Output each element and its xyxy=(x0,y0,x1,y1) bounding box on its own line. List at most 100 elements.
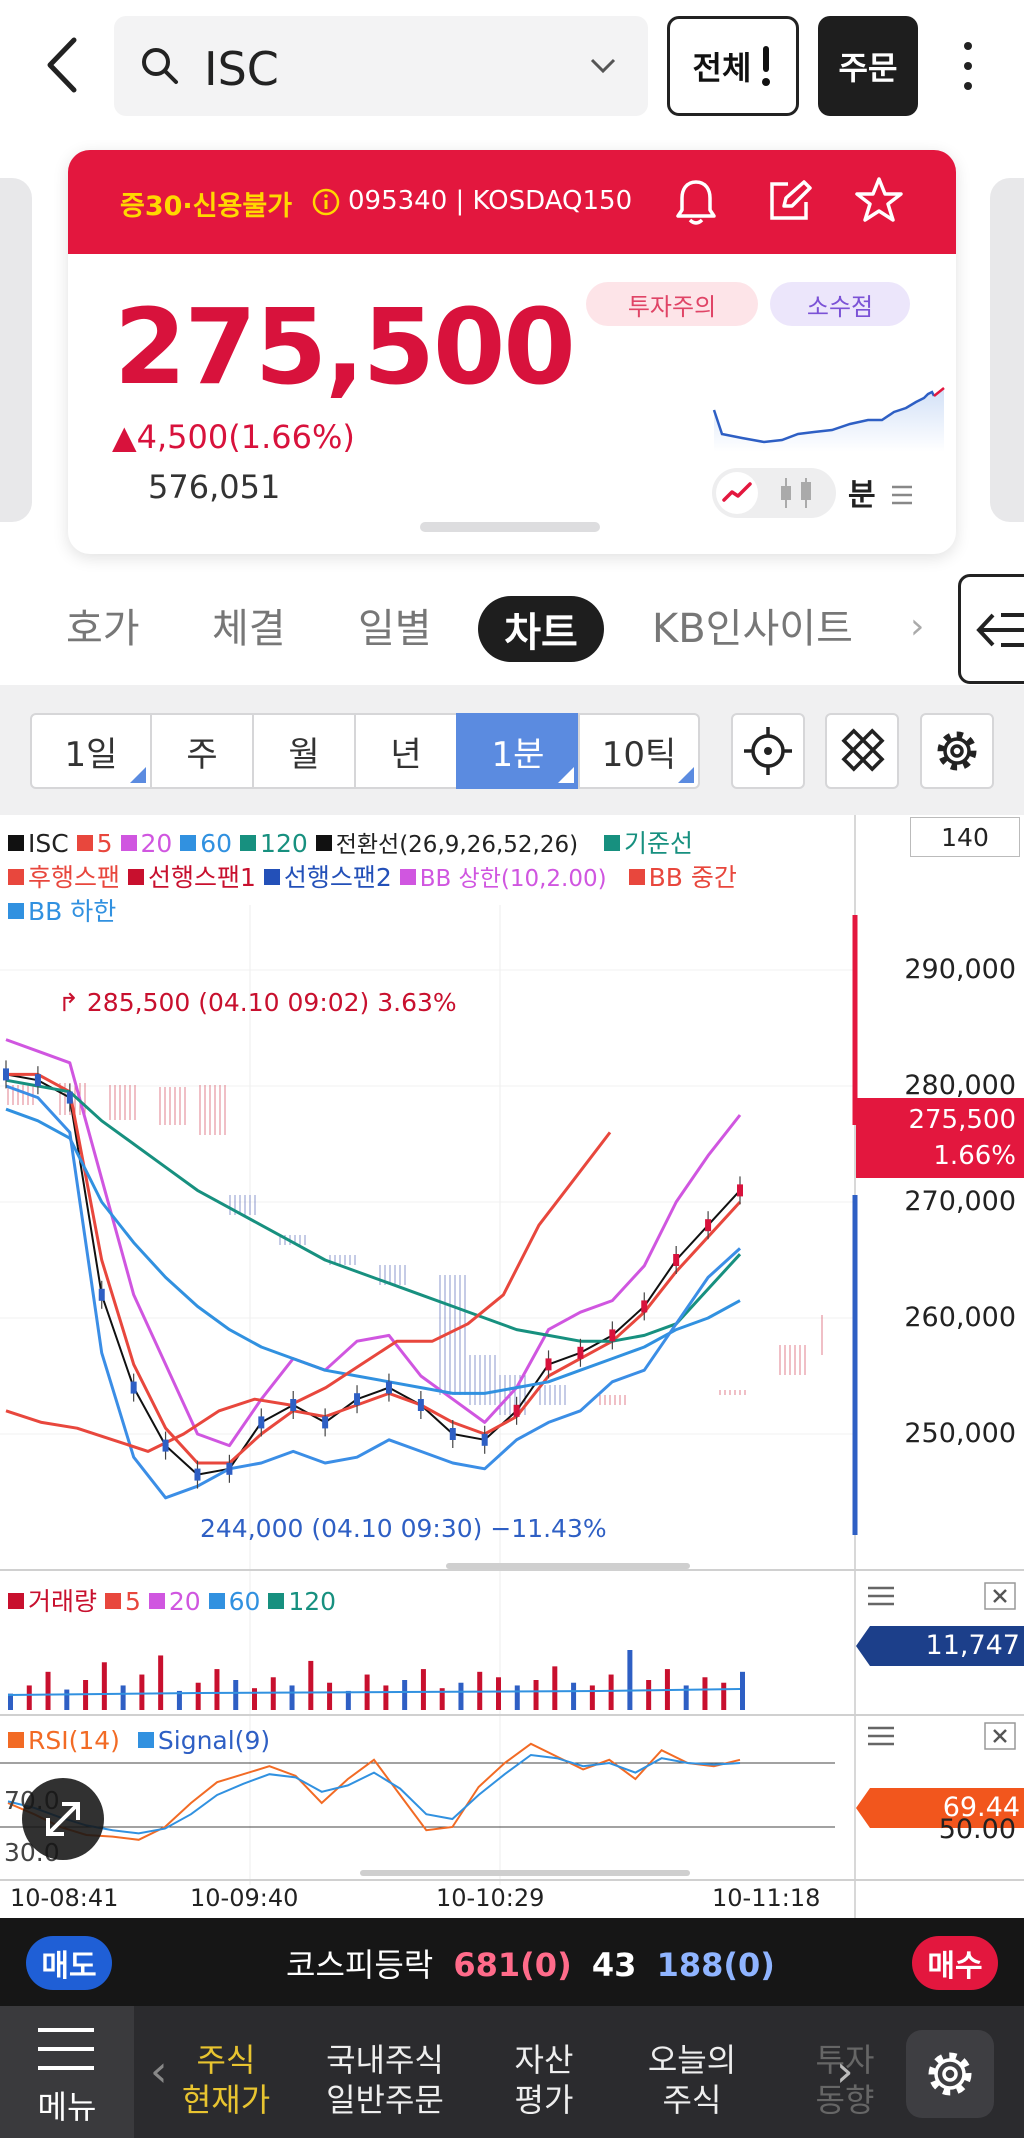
candle-body-5 xyxy=(162,1439,169,1452)
card-header: 증30·신용불가 095340 | KOSDAQ150 xyxy=(68,150,956,254)
period-10tick[interactable]: 10틱 xyxy=(578,713,700,789)
line-chart-option[interactable] xyxy=(716,472,758,514)
fullscreen-button[interactable] xyxy=(22,1778,104,1860)
legend-conversion: 전환선(26,9,26,52,26) xyxy=(315,832,578,858)
volume-bar-5 xyxy=(101,1662,107,1710)
card-handle[interactable] xyxy=(420,522,600,532)
star-icon[interactable] xyxy=(854,176,904,224)
crosshair-icon xyxy=(744,727,792,775)
tab-executions[interactable]: 체결 xyxy=(212,606,286,652)
chevron-down-icon[interactable] xyxy=(588,56,618,76)
volume-bar-8 xyxy=(158,1655,164,1710)
crosshair-button[interactable] xyxy=(731,713,805,789)
nav-settings-button[interactable] xyxy=(906,2030,994,2118)
axis-top-value[interactable]: 140 xyxy=(910,817,1020,857)
volume-bar-18 xyxy=(345,1690,351,1710)
candle-body-16 xyxy=(513,1404,520,1417)
volume-menu-icon[interactable] xyxy=(866,1584,896,1608)
drawing-tools-button[interactable] xyxy=(825,713,899,789)
legend-lead2: 선행스팬2 xyxy=(263,863,392,892)
all-button[interactable]: 전체 xyxy=(667,16,799,116)
interval-label[interactable]: 분 xyxy=(848,470,914,514)
period-week[interactable]: 주 xyxy=(150,713,254,789)
chart-type-toggle[interactable] xyxy=(712,468,836,518)
series-line-5 xyxy=(5,1084,742,1500)
y-tick-250000: 250,000 xyxy=(904,1418,1016,1449)
volume-bar-38 xyxy=(721,1682,727,1710)
volume-bar-6 xyxy=(120,1685,126,1710)
volume-close-icon[interactable] xyxy=(984,1582,1016,1610)
order-button[interactable]: 주문 xyxy=(818,16,918,116)
volume-bar-21 xyxy=(402,1680,408,1710)
caution-badge[interactable]: 투자주의 xyxy=(586,282,758,326)
legend-ma120: 120 xyxy=(240,829,308,858)
tab-daily[interactable]: 일별 xyxy=(358,606,432,652)
volume-bar-0 xyxy=(8,1693,13,1710)
mini-chart xyxy=(712,387,945,452)
period-year[interactable]: 년 xyxy=(354,713,458,789)
legend-bb-upper: BB 상한(10,2.00) xyxy=(399,866,607,892)
nav-next-icon[interactable]: › xyxy=(836,2046,854,2097)
x-tick-1: 10-09:40 xyxy=(190,1884,299,1912)
volume-ma-line xyxy=(7,1688,741,1696)
edit-icon[interactable] xyxy=(766,178,812,224)
more-icon[interactable] xyxy=(950,36,986,96)
menu-button[interactable]: 메뉴 xyxy=(0,2006,134,2138)
candle-body-18 xyxy=(577,1346,584,1359)
rsi-menu-icon[interactable] xyxy=(866,1724,896,1748)
bell-icon[interactable] xyxy=(674,178,718,226)
prev-card[interactable] xyxy=(0,178,32,522)
volume-bar-14 xyxy=(270,1677,276,1710)
legend-ma5: 5 xyxy=(76,829,113,858)
chart-settings-button[interactable] xyxy=(920,713,994,789)
x-tick-0: 10-08:41 xyxy=(10,1884,119,1912)
tab-orderbook[interactable]: 호가 xyxy=(66,606,140,652)
period-1min[interactable]: 1분 xyxy=(456,713,580,789)
series-line-0 xyxy=(5,1073,741,1476)
volume-bar-22 xyxy=(420,1669,426,1710)
candle-chart-icon[interactable] xyxy=(772,476,822,510)
volume-bar-12 xyxy=(233,1680,239,1710)
search-box[interactable]: ISC xyxy=(114,16,648,116)
volume-bar-9 xyxy=(176,1690,182,1710)
search-query[interactable]: ISC xyxy=(204,42,279,96)
nav-item-investor-trend[interactable]: 투자 동향 xyxy=(815,2041,875,2119)
tabs-scroll-right-icon[interactable]: › xyxy=(910,606,925,647)
sell-button[interactable]: 매도 xyxy=(26,1936,112,1990)
volume-bar-17 xyxy=(327,1682,333,1710)
period-1d[interactable]: 1일 xyxy=(30,713,152,789)
stock-chart[interactable] xyxy=(0,815,1024,1918)
tab-chart[interactable]: 차트 xyxy=(478,596,604,662)
rsi-series-1 xyxy=(7,1753,741,1835)
rsi-close-icon[interactable] xyxy=(984,1722,1016,1750)
legend-lead1: 선행스팬1 xyxy=(127,863,256,892)
legend-ma60: 60 xyxy=(180,829,232,858)
info-icon[interactable] xyxy=(312,188,340,216)
legend-base: 기준선 xyxy=(604,829,693,858)
candle-body-6 xyxy=(194,1468,201,1481)
series-line-1 xyxy=(6,1072,742,1465)
volume-bar-11 xyxy=(214,1669,220,1710)
stock-card: 증30·신용불가 095340 | KOSDAQ150 275,500 ▲4,5… xyxy=(68,150,956,554)
nav-item-domestic-order[interactable]: 국내주식 일반주문 xyxy=(326,2041,444,2119)
volume-bar-37 xyxy=(702,1677,708,1710)
volume-bar-2 xyxy=(45,1671,51,1710)
candle-body-19 xyxy=(609,1329,616,1342)
x-tick-2: 10-10:29 xyxy=(436,1884,545,1912)
nav-item-stock-price[interactable]: 주식 현재가 xyxy=(181,2041,271,2119)
tab-kb-insight[interactable]: KB인사이트 xyxy=(652,606,853,652)
main-legend-row-1: ISC 5 20 60 120 전환선(26,9,26,52,26) 기준선 xyxy=(8,824,693,860)
decimal-badge[interactable]: 소수점 xyxy=(770,282,910,326)
y-tick-260000: 260,000 xyxy=(904,1302,1016,1333)
nav-item-asset-eval[interactable]: 자산 평가 xyxy=(514,2041,574,2119)
nav-item-today-stock[interactable]: 오늘의 주식 xyxy=(647,2041,737,2119)
buy-button[interactable]: 매수 xyxy=(912,1936,998,1990)
series-line-4 xyxy=(5,1078,742,1343)
nav-prev-icon[interactable]: ‹ xyxy=(150,2046,168,2097)
drawer-button[interactable] xyxy=(958,574,1024,684)
candle-body-17 xyxy=(545,1358,552,1371)
back-icon[interactable] xyxy=(38,34,88,96)
next-card[interactable] xyxy=(990,178,1024,522)
volume-bar-16 xyxy=(308,1660,314,1710)
period-month[interactable]: 월 xyxy=(252,713,356,789)
